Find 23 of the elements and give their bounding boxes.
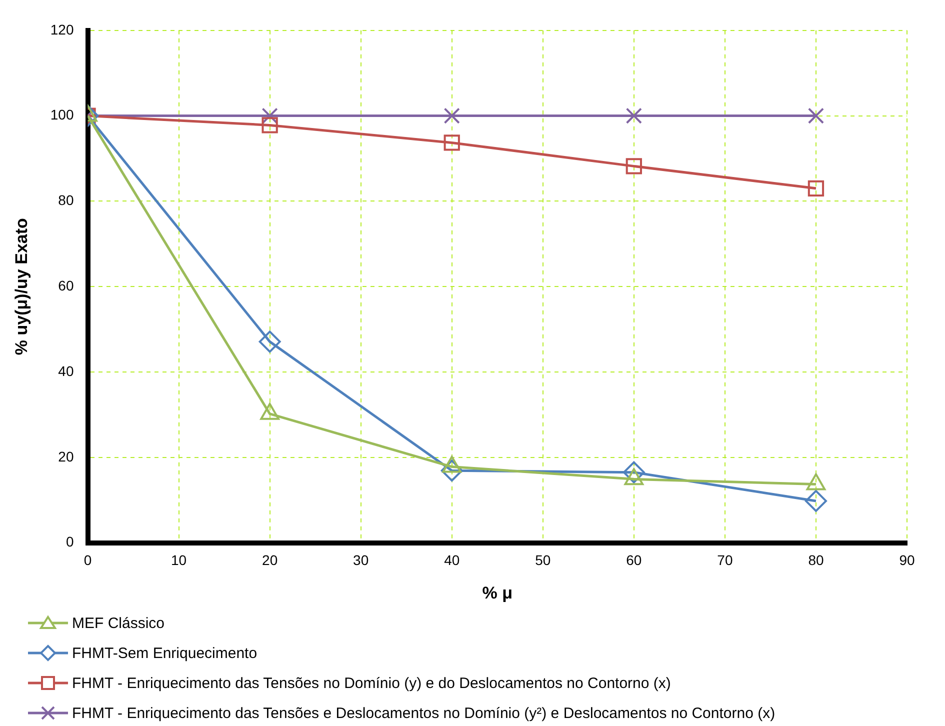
x-tick-label: 40 [444,552,460,568]
y-axis-title: % uy(μ)/uy Exato [12,218,31,356]
x-tick-label: 90 [899,552,915,568]
x-tick-label: 0 [84,552,92,568]
y-tick-label: 100 [50,106,74,123]
x-tick-label: 20 [262,552,278,568]
x-tick-label: 30 [353,552,369,568]
x-tick-label: 60 [626,552,642,568]
x-tick-label: 70 [717,552,733,568]
x-tick-label: 80 [808,552,824,568]
y-tick-label: 0 [66,534,74,550]
y-tick-label: 80 [58,192,74,208]
y-tick-label: 120 [50,21,74,38]
y-tick-label: 40 [58,362,74,379]
x-tick-label: 10 [170,552,187,568]
legend-label: MEF Clássico [72,614,165,632]
legend-label: FHMT - Enriquecimento das Tensões no Domínio (y) e do Deslocamentos no Contorno (x) [72,674,671,692]
y-tick-label: 60 [58,277,74,294]
y-tick-label: 20 [58,448,74,464]
x-axis-title: % μ [482,583,513,602]
legend-label: FHMT - Enriquecimento das Tensões e Deslocamentos no Domínio (y²) e Deslocamentos no Contorno (x) [72,704,776,722]
x-tick-label: 50 [535,552,551,568]
legend-label: FHMT-Sem Enriquecimento [72,644,258,662]
